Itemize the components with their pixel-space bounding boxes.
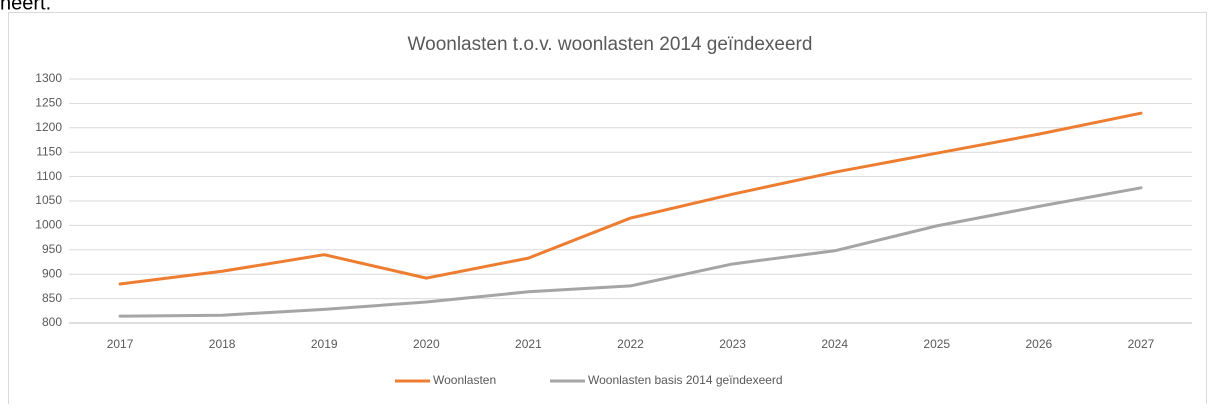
x-tick-label: 2021 — [515, 337, 542, 351]
legend-label: Woonlasten — [433, 373, 496, 387]
x-tick-label: 2017 — [107, 337, 134, 351]
x-tick-label: 2022 — [617, 337, 644, 351]
y-tick-label: 1300 — [35, 71, 62, 85]
chart-title: Woonlasten t.o.v. woonlasten 2014 geïnde… — [408, 34, 813, 55]
x-tick-label: 2026 — [1026, 337, 1053, 351]
x-tick-label: 2018 — [209, 337, 236, 351]
x-tick-label: 2025 — [923, 337, 950, 351]
x-tick-label: 2020 — [413, 337, 440, 351]
x-tick-label: 2023 — [719, 337, 746, 351]
y-tick-label: 950 — [42, 242, 62, 256]
y-tick-label: 850 — [42, 291, 62, 305]
legend-label: Woonlasten basis 2014 geïndexeerd — [588, 373, 783, 387]
y-tick-label: 1050 — [35, 193, 62, 207]
x-tick-label: 2019 — [311, 337, 338, 351]
y-tick-label: 900 — [42, 266, 62, 280]
series-line — [118, 111, 1143, 286]
y-tick-label: 1150 — [36, 144, 62, 158]
x-tick-label: 2024 — [821, 337, 848, 351]
fragment-text: heert. — [0, 0, 51, 14]
y-tick-label: 1000 — [35, 218, 62, 232]
y-tick-label: 800 — [42, 315, 62, 329]
y-tick-label: 1100 — [36, 169, 62, 183]
y-tick-label: 1250 — [35, 96, 62, 110]
y-tick-label: 1200 — [35, 120, 62, 134]
x-tick-label: 2027 — [1128, 337, 1155, 351]
series-line — [118, 186, 1143, 318]
